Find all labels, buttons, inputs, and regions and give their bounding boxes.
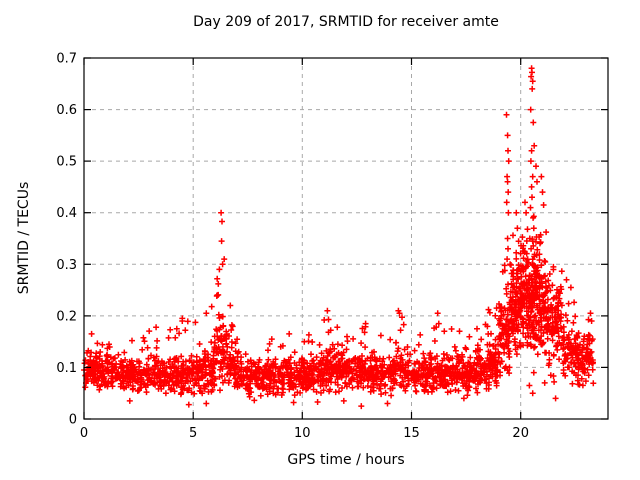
- y-tick-label: 0.7: [56, 52, 77, 67]
- x-tick-label: 0: [80, 426, 88, 441]
- x-tick-label: 5: [189, 426, 197, 441]
- chart-title: Day 209 of 2017, SRMTID for receiver amt…: [193, 14, 499, 30]
- y-tick-label: 0.5: [56, 155, 77, 170]
- scatter-points: [81, 65, 597, 410]
- y-tick-label: 0.1: [56, 361, 77, 376]
- y-tick-label: 0.2: [56, 309, 77, 324]
- x-tick-label: 15: [403, 426, 420, 441]
- plot-border: [83, 57, 609, 420]
- x-axis-label: GPS time / hours: [287, 452, 405, 468]
- x-tick-label: 20: [512, 426, 529, 441]
- y-tick-label: 0.3: [56, 258, 77, 273]
- tick-marks: [83, 57, 608, 420]
- y-tick-label: 0.6: [56, 103, 77, 118]
- y-tick-label: 0: [69, 413, 77, 428]
- y-tick-label: 0.4: [56, 206, 77, 221]
- x-tick-label: 10: [294, 426, 311, 441]
